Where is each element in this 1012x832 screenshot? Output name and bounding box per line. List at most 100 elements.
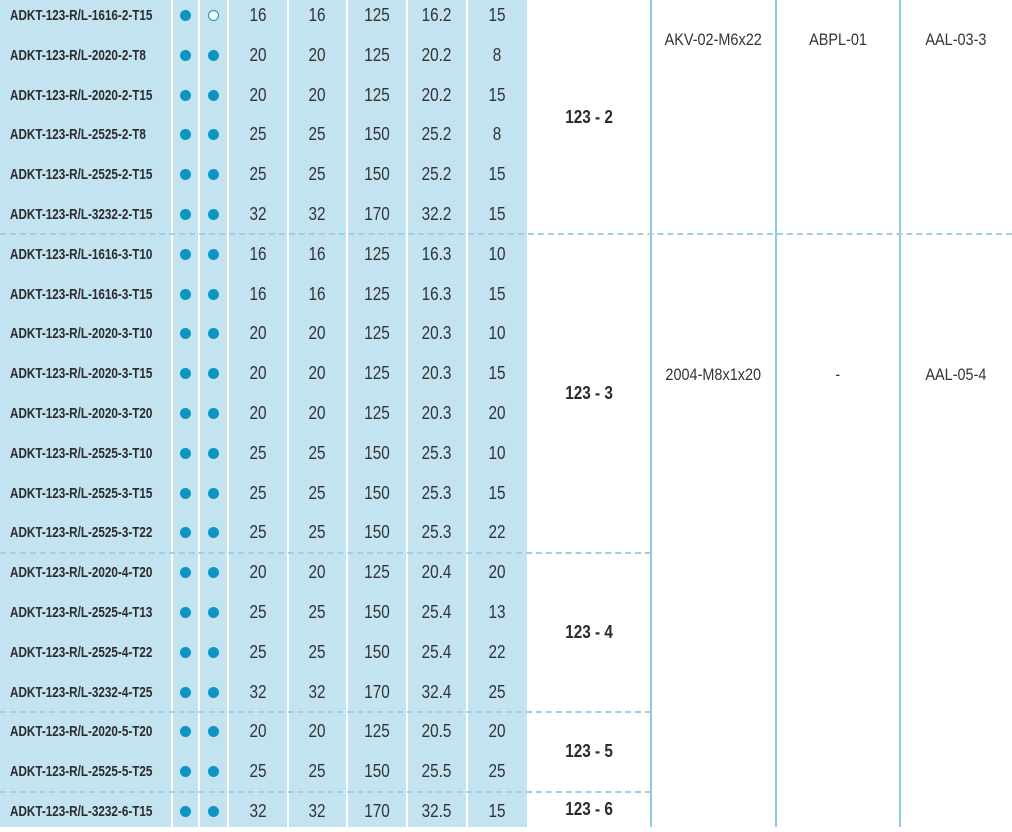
value-cell: 25.4 [407,593,467,633]
value-text: 25 [308,124,327,145]
accessory-plate: ABPL-01 [776,30,900,50]
value-text: 25.3 [422,522,452,543]
product-code-text: ADKT-123-R/L-1616-3-T15 [10,285,153,303]
value-cell: 25 [228,155,288,195]
availability-cell [199,433,228,473]
value-text: 25.5 [422,761,452,782]
availability-cell [199,195,228,235]
value-text: 125 [364,243,390,264]
value-cell: 25 [228,593,288,633]
accessory-text: 2004-M8x1x20 [665,365,762,384]
column-divider [899,0,901,827]
value-cell: 15 [467,473,527,513]
product-code: ADKT-123-R/L-2020-5-T20 [0,712,172,752]
value-cell: 125 [347,0,407,36]
column-divider [198,0,200,827]
value-text: 20 [249,363,267,384]
value-text: 25.2 [422,164,452,185]
product-code: ADKT-123-R/L-2020-2-T15 [0,75,172,115]
product-code: ADKT-123-R/L-2525-5-T25 [0,752,172,792]
value-cell: 150 [347,752,407,792]
product-code: ADKT-123-R/L-2525-2-T15 [0,155,172,195]
value-cell: 150 [347,115,407,155]
availability-cell [172,513,199,553]
availability-cell [199,632,228,672]
availability-cell [172,115,199,155]
value-cell: 125 [347,75,407,115]
value-cell: 32 [228,672,288,712]
value-text: 20 [488,721,506,742]
circle-filled-icon [180,10,191,21]
value-cell: 125 [347,234,407,274]
value-cell: 25.2 [407,115,467,155]
value-text: 20 [308,323,327,344]
value-text: 25.3 [422,442,452,463]
value-text: 16 [308,5,327,25]
circle-filled-icon [180,447,191,459]
value-text: 15 [488,482,506,503]
column-divider [227,0,229,827]
value-text: 16 [308,243,327,264]
value-cell: 22 [467,632,527,672]
value-text: 10 [488,323,506,344]
value-text: 25 [249,164,267,185]
circle-filled-icon [180,686,191,698]
circle-filled-icon [180,49,191,61]
value-text: 32.4 [422,681,452,702]
product-code: ADKT-123-R/L-1616-3-T10 [0,234,172,274]
circle-filled-icon [208,328,219,340]
value-text: 125 [364,323,390,344]
circle-filled-icon [208,567,219,579]
value-text: 125 [364,562,390,583]
value-cell: 25 [228,473,288,513]
value-cell: 16.3 [407,234,467,274]
value-cell: 32 [288,672,347,712]
availability-cell [199,75,228,115]
value-cell: 8 [467,115,527,155]
value-cell: 125 [347,354,407,394]
value-cell: 150 [347,473,407,513]
value-cell: 25 [228,632,288,672]
availability-cell [172,433,199,473]
value-cell: 25 [467,672,527,712]
value-cell: 20 [288,712,347,752]
product-code: ADKT-123-R/L-2525-4-T22 [0,632,172,672]
value-cell: 25.5 [407,752,467,792]
value-cell: 32.4 [407,672,467,712]
value-text: 25 [308,164,327,185]
value-cell: 20 [228,354,288,394]
value-cell: 20 [228,35,288,75]
value-text: 16.3 [422,283,452,304]
product-code-text: ADKT-123-R/L-2020-5-T20 [10,723,153,741]
group-label: 123 - 4 [527,553,651,712]
value-text: 20 [249,323,267,344]
value-text: 170 [364,801,390,821]
value-text: 16 [308,283,327,304]
value-cell: 25.2 [407,155,467,195]
value-cell: 20 [228,553,288,593]
value-text: 25 [488,681,506,702]
circle-filled-icon [208,527,219,539]
value-text: 150 [364,164,390,185]
value-text: 150 [364,482,390,503]
value-text: 25 [308,442,327,463]
value-cell: 16 [288,0,347,36]
availability-cell [172,274,199,314]
group-label-text: 123 - 5 [565,741,613,762]
value-cell: 25 [288,752,347,792]
value-text: 32 [249,801,267,821]
value-cell: 125 [347,394,407,434]
column-divider [171,0,173,827]
value-text: 15 [488,801,506,821]
group-label-text: 123 - 6 [565,798,613,819]
value-cell: 20.3 [407,314,467,354]
availability-cell [172,394,199,434]
availability-cell [172,75,199,115]
availability-cell [199,513,228,553]
value-text: 25.2 [422,124,452,145]
value-text: 150 [364,641,390,662]
value-cell: 25 [288,115,347,155]
value-cell: 25 [288,473,347,513]
value-text: 125 [364,5,390,25]
product-code-text: ADKT-123-R/L-1616-3-T10 [10,245,153,263]
